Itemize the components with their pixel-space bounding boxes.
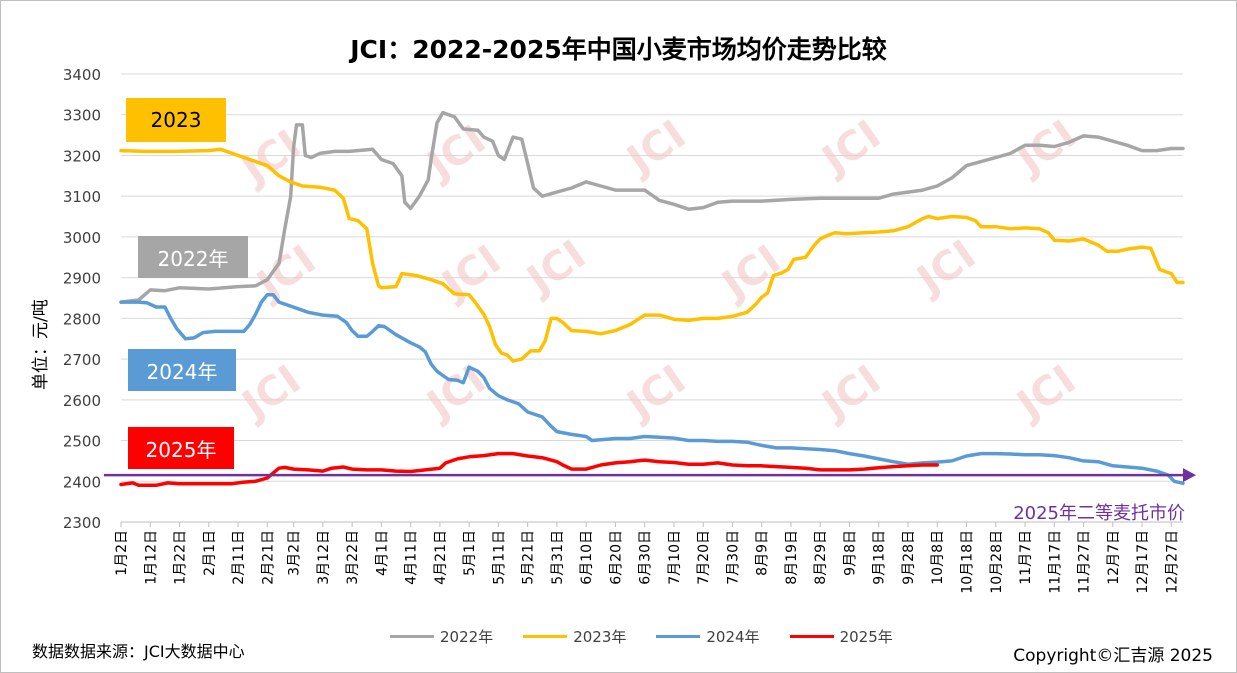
x-tick-label: 7月20日 — [696, 530, 712, 585]
x-tick-label: 1月22日 — [173, 530, 189, 585]
y-tick-label: 2800 — [63, 310, 101, 328]
x-tick-label: 5月1日 — [462, 530, 478, 576]
series-label-2025: 2025年 — [128, 427, 234, 469]
x-tick-label: 1月2日 — [114, 530, 130, 576]
watermark: JCI — [812, 112, 889, 185]
x-tick-label: 11月27日 — [1077, 530, 1093, 594]
x-tick-label: 2月11日 — [231, 530, 247, 585]
x-tick-label: 5月11日 — [491, 530, 507, 585]
y-tick-label: 3100 — [63, 188, 101, 206]
x-tick-label: 10月8日 — [930, 530, 946, 585]
x-tick-label: 8月29日 — [813, 530, 829, 585]
y-tick-label: 2400 — [63, 473, 101, 491]
x-tick-label: 6月20日 — [608, 530, 624, 585]
legend-label-2024: 2024年 — [706, 628, 760, 646]
y-tick-label: 3000 — [63, 229, 101, 247]
x-tick-label: 4月1日 — [374, 530, 390, 576]
watermark: JCI — [812, 357, 889, 430]
series-label-2023: 2023 — [126, 98, 226, 142]
x-tick-label: 10月28日 — [989, 530, 1005, 594]
legend-item-2024: 2024年 — [656, 626, 760, 647]
x-tick-label: 12月27日 — [1164, 530, 1180, 594]
legend-swatch-2025 — [789, 635, 834, 638]
x-tick-label: 1月12日 — [143, 530, 159, 585]
series-line-2022年 — [119, 110, 1185, 304]
x-tick-label: 3月22日 — [345, 530, 361, 585]
x-tick-label: 6月30日 — [638, 530, 654, 585]
legend-item-2023: 2023年 — [523, 626, 626, 647]
y-tick-label: 2700 — [63, 351, 101, 369]
series-line-2025年 — [119, 451, 939, 488]
y-tick-label: 3400 — [63, 66, 101, 84]
copyright: Copyright©汇吉源 2025 — [1013, 646, 1213, 666]
series-label-2024: 2024年 — [128, 349, 236, 391]
series-line-2024年 — [119, 292, 1185, 486]
x-tick-label: 10月18日 — [960, 530, 976, 594]
x-tick-label: 2月1日 — [202, 530, 218, 576]
y-tick-label: 2900 — [63, 270, 101, 288]
legend-label-2023: 2023年 — [573, 628, 627, 646]
legend-swatch-2023 — [523, 635, 568, 638]
x-tick-label: 4月21日 — [433, 530, 449, 585]
x-tick-label: 11月17日 — [1047, 530, 1063, 594]
series-label-2022: 2022年 — [138, 236, 248, 278]
x-tick-label: 6月10日 — [579, 530, 595, 585]
x-tick-label: 3月12日 — [316, 530, 332, 585]
chart-title: JCI：2022-2025年中国小麦市场均价走势比较 — [350, 35, 887, 64]
x-tick-label: 8月9日 — [755, 530, 771, 576]
x-tick-label: 9月28日 — [901, 530, 917, 585]
y-tick-label: 2600 — [63, 392, 101, 410]
y-tick-label: 2500 — [63, 433, 101, 451]
y-tick-label: 2300 — [63, 514, 101, 532]
y-tick-label: 3300 — [63, 107, 101, 125]
x-tick-label: 2月21日 — [260, 530, 276, 585]
watermark: JCI — [1007, 357, 1084, 430]
x-tick-label: 7月10日 — [667, 530, 683, 585]
x-tick-label: 12月17日 — [1135, 530, 1151, 594]
data-source: 数据数据来源：JCI大数据中心 — [32, 642, 245, 661]
legend-label-2025: 2025年 — [839, 628, 893, 646]
watermark: JCI — [232, 357, 309, 430]
reference-arrow — [1183, 468, 1196, 483]
x-tick-label: 9月8日 — [842, 530, 858, 576]
watermark: JCI — [417, 357, 494, 430]
x-tick-label: 12月7日 — [1106, 530, 1122, 585]
watermark: JCI — [907, 232, 984, 305]
legend: 2022年 2023年 2024年 2025年 — [390, 626, 893, 647]
x-tick-label: 3月2日 — [287, 530, 303, 576]
reference-line-label: 2025年二等麦托市价 — [1013, 503, 1185, 524]
x-tick-label: 5月21日 — [521, 530, 537, 585]
x-tick-label: 7月30日 — [725, 530, 741, 585]
legend-swatch-2024 — [656, 635, 701, 638]
x-tick-label: 11月7日 — [1018, 530, 1034, 585]
legend-item-2025: 2025年 — [789, 626, 893, 647]
x-tick-label: 4月11日 — [404, 530, 420, 585]
x-tick-label: 9月18日 — [872, 530, 888, 585]
x-tick-label: 5月31日 — [550, 530, 566, 585]
watermark: JCI — [247, 237, 324, 310]
watermark: JCI — [617, 357, 694, 430]
legend-label-2022: 2022年 — [440, 628, 494, 646]
legend-item-2022: 2022年 — [390, 626, 493, 647]
x-tick-label: 8月19日 — [784, 530, 800, 585]
watermark: JCI — [517, 232, 594, 305]
watermark: JCI — [617, 112, 694, 185]
y-tick-label: 3200 — [63, 147, 101, 165]
series-line-2023年 — [119, 147, 1185, 363]
legend-swatch-2022 — [390, 635, 434, 638]
